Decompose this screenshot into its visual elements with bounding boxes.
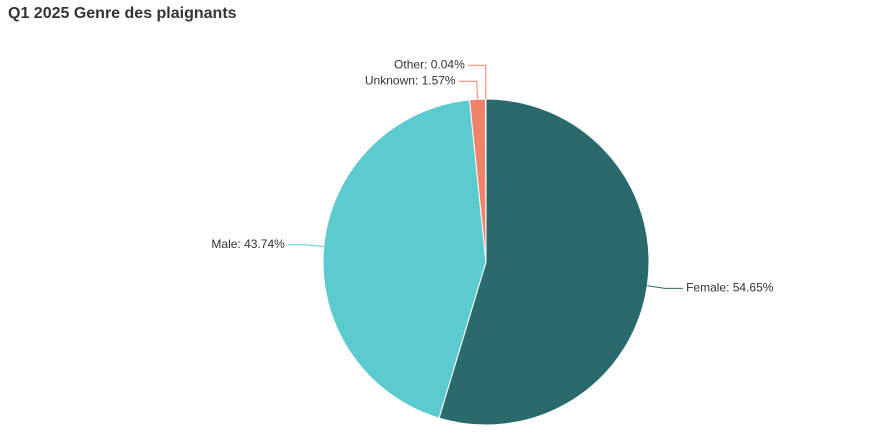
leader-line <box>458 80 479 100</box>
leader-line <box>467 64 487 100</box>
data-label: Unknown: 1.57% <box>365 73 456 87</box>
data-label: Male: 43.74% <box>211 237 285 251</box>
leader-line <box>647 285 684 289</box>
leader-line <box>287 244 324 247</box>
pie-slice <box>438 98 650 426</box>
pie-slice <box>322 99 487 419</box>
chart-title: Q1 2025 Genre des plaignants <box>8 5 237 22</box>
data-label: Other: 0.04% <box>394 57 465 71</box>
data-label: Female: 54.65% <box>686 281 774 295</box>
